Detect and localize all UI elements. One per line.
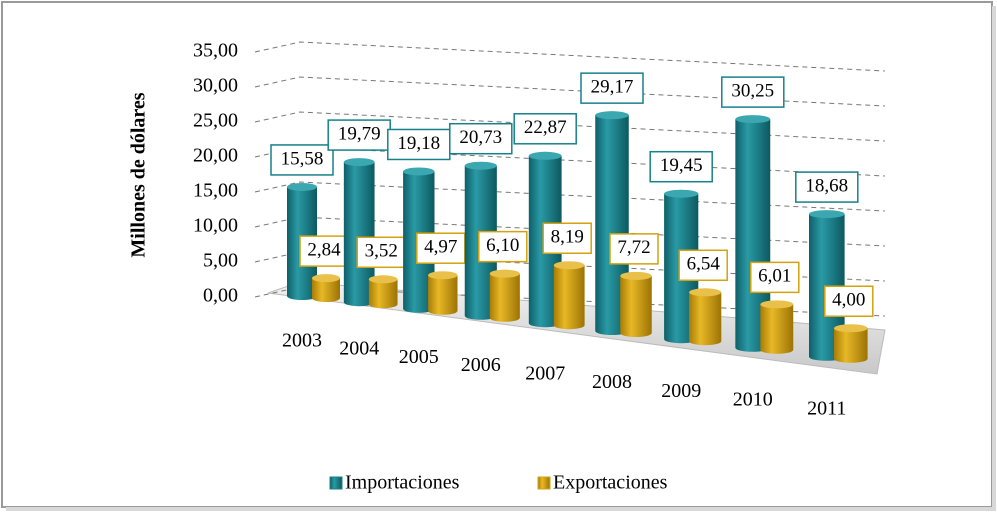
bar [735,119,771,352]
bar-top [368,275,398,284]
value-label: 30,25 [731,80,774,101]
legend-label: Importaciones [345,472,460,494]
value-label-box [609,233,659,265]
x-tick-label: 2009 [661,380,701,402]
bar-top [403,167,435,176]
y-tick-label: 0,00 [203,285,238,307]
value-label: 3,52 [365,241,398,262]
x-tick-label: 2004 [339,338,379,360]
y-tick-label: 25,00 [193,110,238,132]
value-label-box [387,128,451,161]
bar-top [735,115,771,124]
y-tick-label: 35,00 [193,40,238,62]
shadow [6,507,996,511]
y-tick-label: 20,00 [193,145,238,167]
bar-top [428,271,458,280]
value-label-box [750,261,800,294]
value-label: 20,73 [459,127,502,148]
grid-line [254,41,886,72]
bar [760,304,794,354]
value-label: 6,10 [486,235,519,256]
grid-line [254,111,886,142]
x-tick-label: 2006 [461,354,501,376]
value-label-box [649,150,713,183]
shadow [992,6,996,510]
bar-top [553,261,585,270]
bar [343,162,375,307]
bar-top [620,271,652,280]
x-tick-label: 2010 [733,389,773,411]
value-label-box [721,76,785,108]
value-label-box [270,144,334,176]
bar-top [689,288,722,297]
bar [368,279,398,309]
value-label-box [824,285,874,317]
y-tick-label: 15,00 [193,180,238,202]
bar-top [287,182,317,191]
value-label: 29,17 [591,77,634,98]
value-label: 6,01 [758,266,791,287]
value-label-box [513,113,577,145]
bar-top [595,111,629,120]
bar-top [343,158,375,167]
x-tick-label: 2008 [592,371,632,393]
bar-top [809,210,845,219]
bar [428,275,458,315]
x-tick-label: 2007 [525,363,565,385]
bar-top [312,274,340,283]
y-tick-label: 5,00 [203,250,238,272]
bar [834,328,868,363]
value-label: 19,45 [660,155,703,176]
bar-top [528,151,562,160]
value-label: 7,72 [617,237,650,258]
bar-top [489,269,520,278]
value-label: 22,87 [524,117,567,138]
value-label: 2,84 [307,239,341,260]
bar-top [464,161,497,170]
value-label: 4,00 [832,290,865,311]
x-tick-label: 2005 [399,346,439,368]
value-label-box [416,232,466,264]
value-label: 19,79 [338,123,381,144]
value-label: 18,68 [805,175,848,196]
grid-line [254,76,886,107]
x-tick-label: 2011 [807,397,846,419]
value-label-box [478,230,528,263]
value-label-box [542,222,592,254]
value-label: 4,97 [424,237,457,258]
value-label-box [449,122,513,155]
y-axis-label: Millones de dólares [128,92,150,257]
legend-marker [329,476,343,490]
value-label: 15,58 [281,148,324,169]
value-label: 8,19 [551,227,584,248]
bar-top [760,300,794,309]
legend-label: Exportaciones [553,472,668,494]
value-label-box [678,249,728,282]
bar [489,273,520,322]
bar [689,292,722,346]
bar-top [834,324,868,333]
legend-marker [537,476,551,490]
value-label-box [356,236,406,269]
value-label-box [580,72,644,104]
bar [620,275,652,337]
bar-top [664,189,699,198]
bar [312,278,340,302]
value-label: 19,18 [397,133,440,154]
y-tick-label: 10,00 [193,215,238,237]
bar [553,265,585,330]
value-label-box [795,171,859,203]
value-label: 6,54 [687,254,721,275]
x-tick-label: 2003 [282,330,322,352]
y-tick-label: 30,00 [193,75,238,97]
